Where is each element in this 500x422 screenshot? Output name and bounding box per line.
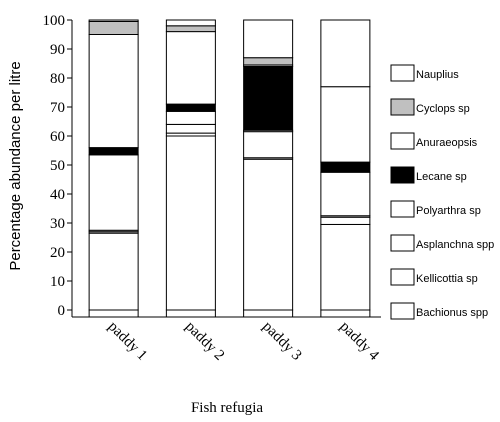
bar-segment — [320, 216, 371, 225]
bar-segment — [320, 171, 371, 217]
bar-segment — [88, 147, 139, 156]
bar-segment — [243, 158, 294, 311]
legend-label: Polyarthra sp — [416, 205, 481, 217]
bar-segment — [320, 223, 371, 311]
y-tick-label: 90 — [50, 42, 65, 58]
y-tick-label: 10 — [50, 274, 65, 290]
y-tick-label: 0 — [58, 303, 66, 319]
legend-swatch — [390, 234, 415, 252]
x-tick-label: paddy 2 — [182, 319, 227, 364]
bar-base — [88, 309, 139, 318]
x-tick-label: paddy 4 — [337, 319, 383, 365]
legend-swatch — [390, 268, 415, 286]
bar-segment — [165, 25, 216, 33]
legend-swatch — [390, 64, 415, 82]
legend-label: Kellicottia sp — [416, 273, 478, 285]
bar-segment — [165, 110, 216, 125]
bar-segment — [88, 232, 139, 311]
legend-label: Nauplius — [416, 69, 459, 81]
bar-segment — [88, 34, 139, 149]
legend-label: Lecane sp — [416, 171, 467, 183]
bar-segment — [243, 19, 294, 59]
legend-label: Bachionus spp — [416, 307, 488, 319]
legend-label: Cyclops sp — [416, 103, 470, 115]
bar-segment — [243, 65, 294, 131]
bar-segment — [320, 19, 371, 88]
y-tick-label: 40 — [50, 187, 65, 203]
legend: Nauplius Cyclops sp Anuraeopsis Lecane sp Po… — [390, 64, 494, 320]
y-tick-label: 20 — [50, 245, 65, 261]
x-tick-label: paddy 3 — [259, 319, 304, 364]
legend-swatch — [390, 200, 415, 218]
x-axis-title: Fish refugia — [191, 400, 263, 416]
legend-label: Asplanchna spp — [416, 239, 494, 251]
x-tick-label: paddy 1 — [105, 319, 150, 364]
bars — [88, 19, 371, 318]
y-tick-label: 70 — [50, 100, 65, 116]
y-tick-label: 100 — [43, 13, 66, 29]
legend-swatch — [390, 98, 415, 116]
bar-segment — [88, 20, 139, 36]
bar-base — [165, 309, 216, 318]
bar-segment — [165, 123, 216, 134]
y-tick-label: 50 — [50, 158, 65, 174]
bar-segment — [165, 31, 216, 105]
bar-segment — [243, 131, 294, 159]
bar-segment — [88, 154, 139, 231]
legend-swatch — [390, 166, 415, 184]
y-axis-ticks: 0 10 20 30 40 50 60 70 80 90 100 — [43, 13, 72, 319]
bar-segment — [165, 135, 216, 311]
bar-segment — [165, 19, 216, 27]
legend-swatch — [390, 302, 415, 320]
bar-segment — [320, 161, 371, 173]
bar-segment — [243, 57, 294, 66]
x-axis-tick-labels: paddy 1 paddy 2 paddy 3 paddy 4 — [105, 319, 382, 365]
y-tick-label: 60 — [50, 129, 65, 145]
y-tick-label: 80 — [50, 71, 65, 87]
bar-base — [243, 309, 294, 318]
bar-segment — [88, 19, 139, 22]
legend-swatch — [390, 132, 415, 150]
bar-base — [320, 309, 371, 318]
y-tick-label: 30 — [50, 216, 65, 232]
legend-label: Anuraeopsis — [416, 137, 478, 149]
bar-segment — [320, 86, 371, 163]
y-axis-title: Percentage abundance per litre — [7, 61, 24, 270]
bar-segment — [165, 103, 216, 112]
